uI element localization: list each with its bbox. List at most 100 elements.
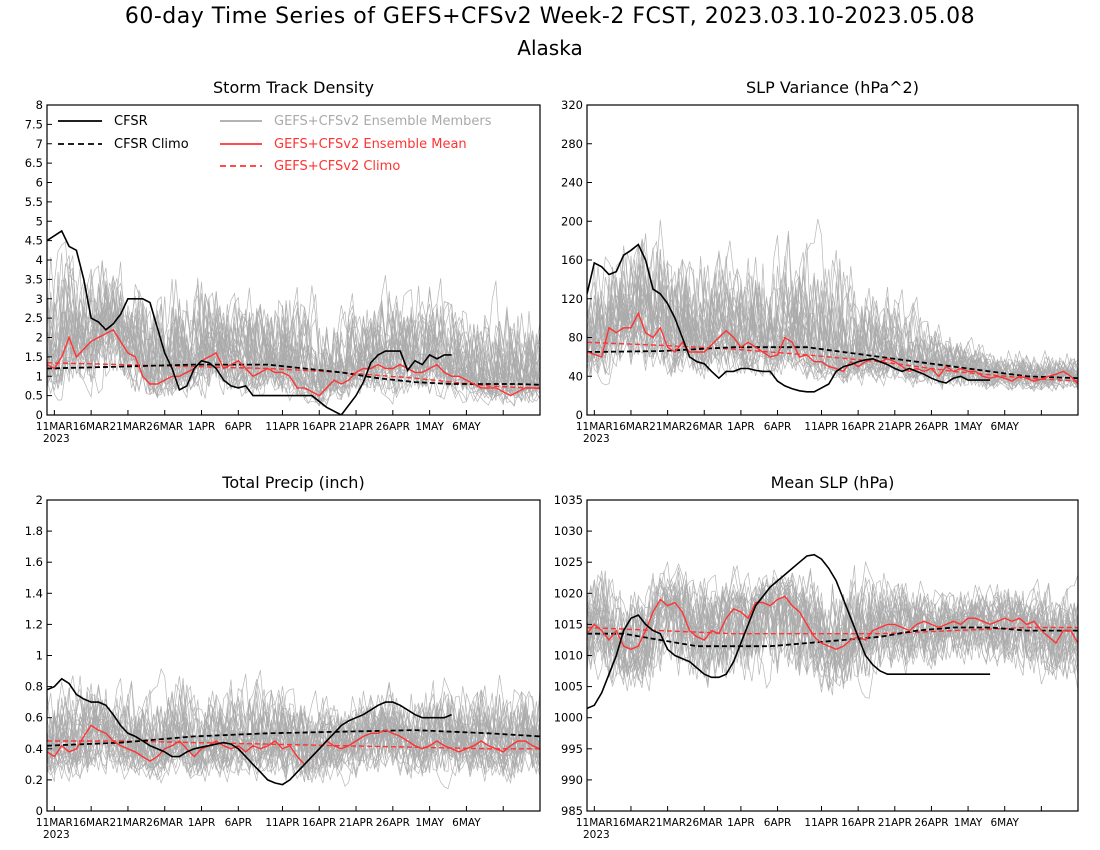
ensemble-member-line — [47, 680, 540, 776]
y-tick-label: 7 — [36, 137, 43, 151]
series-line-mean-climo — [47, 362, 540, 390]
legend-label: GEFS+CFSv2 Ensemble Members — [274, 114, 492, 129]
x-tick-label: 11APR — [265, 421, 299, 433]
series-line-cfsr — [47, 677, 453, 786]
x-tick-label: 21MAR — [109, 421, 146, 433]
y-tick-label: 0.8 — [25, 680, 43, 694]
y-tick-label: 240 — [561, 176, 583, 190]
series-line-mean — [587, 311, 1078, 385]
y-tick-label: 1015 — [554, 617, 583, 631]
series-line-cfsr-climo — [587, 626, 1078, 648]
x-tick-label: 21APR — [878, 817, 912, 829]
y-tick-label: 990 — [561, 773, 583, 787]
y-tick-label: 0.2 — [25, 773, 43, 787]
y-tick-label: 160 — [561, 253, 583, 267]
x-tick-label: 21MAR — [109, 817, 146, 829]
x-tick-label: 16APR — [302, 421, 336, 433]
x-tick-label: 1APR — [188, 421, 216, 433]
x-tick-label: 16MAR — [613, 421, 650, 433]
x-tick-label: 1MAY — [954, 421, 983, 433]
figure-subtitle: Alaska — [517, 36, 583, 60]
ensemble-member-line — [47, 255, 540, 406]
y-tick-label: 1.8 — [25, 524, 43, 538]
series-line-cfsr — [47, 229, 452, 415]
panel-title: Total Precip (inch) — [221, 473, 364, 492]
y-tick-label: 1 — [36, 649, 43, 663]
x-year-label: 2023 — [583, 433, 610, 445]
y-tick-label: 1.5 — [25, 350, 43, 364]
y-tick-label: 4.5 — [25, 234, 43, 248]
x-tick-label: 16APR — [841, 421, 875, 433]
x-tick-label: 11MAR — [36, 421, 73, 433]
ensemble-member-line — [587, 276, 1078, 391]
ensemble-member-line — [587, 275, 1078, 388]
ensemble-member-line — [47, 274, 540, 399]
y-tick-label: 985 — [561, 804, 583, 818]
x-tick-label: 1MAY — [415, 817, 444, 829]
y-tick-label: 320 — [561, 98, 583, 112]
series-line-cfsr — [587, 553, 991, 710]
y-tick-label: 6.5 — [25, 156, 43, 170]
x-tick-label: 26APR — [376, 817, 410, 829]
x-tick-label: 21APR — [339, 421, 373, 433]
x-tick-label: 6MAY — [990, 421, 1019, 433]
y-tick-label: 1.4 — [25, 586, 43, 600]
x-tick-label: 1APR — [727, 817, 755, 829]
panel-title: Storm Track Density — [213, 78, 374, 97]
y-tick-label: 1010 — [554, 649, 583, 663]
x-tick-label: 21APR — [339, 817, 373, 829]
x-tick-label: 1APR — [188, 817, 216, 829]
x-tick-label: 26MAR — [686, 817, 723, 829]
x-tick-label: 26MAR — [146, 421, 183, 433]
ensemble-member-line — [587, 581, 1078, 685]
x-tick-label: 11APR — [265, 817, 299, 829]
x-tick-label: 6MAY — [452, 817, 481, 829]
x-tick-label: 21MAR — [649, 421, 686, 433]
legend-label: CFSR — [114, 114, 148, 129]
y-tick-label: 0 — [36, 804, 43, 818]
x-tick-label: 16MAR — [73, 817, 110, 829]
y-tick-label: 3 — [36, 292, 43, 306]
ensemble-member-line — [587, 273, 1078, 387]
y-tick-label: 1030 — [554, 524, 583, 538]
x-year-label: 2023 — [43, 829, 70, 841]
ensemble-member-line — [587, 565, 1078, 678]
y-tick-label: 995 — [561, 742, 583, 756]
x-tick-label: 16APR — [841, 817, 875, 829]
x-tick-label: 6APR — [225, 421, 253, 433]
ensemble-members — [587, 218, 1078, 393]
figure-title: 60-day Time Series of GEFS+CFSv2 Week-2 … — [124, 4, 976, 29]
ensemble-member-line — [587, 253, 1078, 391]
series-line-cfsr-climo — [47, 363, 540, 386]
panel-title: SLP Variance (hPa^2) — [746, 78, 919, 97]
x-tick-label: 6APR — [764, 421, 792, 433]
series-line-mean-climo — [587, 626, 1078, 635]
ensemble-member-line — [587, 561, 1078, 687]
series-line-cfsr-climo — [47, 729, 540, 747]
y-tick-label: 6 — [36, 176, 43, 190]
series-line-mean — [47, 328, 540, 397]
chart-panel-3: Total Precip (inch) 0 0.2 0.4 0.6 0.8 1 1.2 1.4 1… — [25, 473, 541, 841]
y-tick-label: 0 — [576, 408, 583, 422]
ensemble-members — [587, 561, 1078, 699]
plot-area — [587, 218, 1078, 393]
x-tick-label: 1APR — [727, 421, 755, 433]
x-tick-label: 16MAR — [73, 421, 110, 433]
y-tick-label: 1.6 — [25, 555, 43, 569]
y-tick-label: 3.5 — [25, 272, 43, 286]
ensemble-member-line — [47, 256, 540, 404]
y-tick-label: 1020 — [554, 586, 583, 600]
x-tick-label: 26APR — [376, 421, 410, 433]
plot-area — [587, 553, 1078, 710]
ensemble-member-line — [47, 295, 540, 401]
y-tick-label: 5.5 — [25, 195, 43, 209]
y-tick-label: 2.5 — [25, 311, 43, 325]
y-tick-label: 4 — [36, 253, 43, 267]
ensemble-member-line — [47, 278, 540, 402]
y-tick-label: 1.2 — [25, 617, 43, 631]
x-tick-label: 26APR — [914, 421, 948, 433]
ensemble-member-line — [587, 582, 1078, 677]
y-tick-label: 80 — [568, 331, 583, 345]
series-line-mean-climo — [47, 740, 540, 750]
